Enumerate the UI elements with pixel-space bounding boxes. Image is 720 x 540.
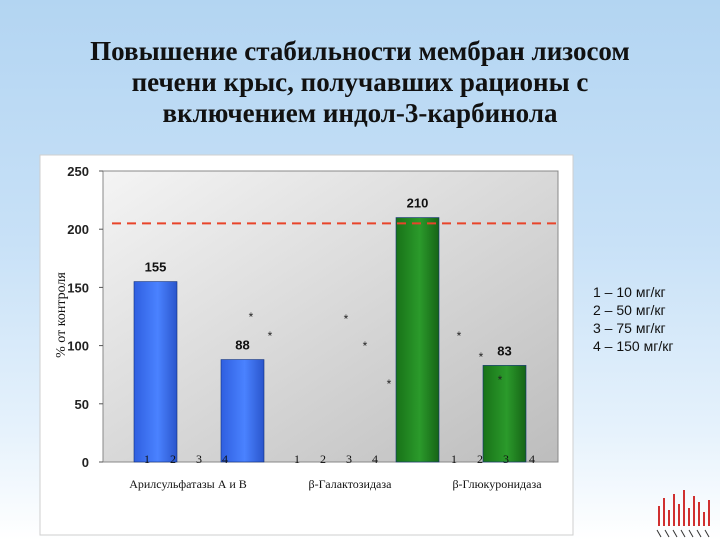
title-line-2: печени крыс, получавших рационы с (131, 67, 589, 97)
significance-marker: * (387, 377, 392, 391)
x-category-label: 3 (503, 452, 509, 466)
significance-marker: * (498, 373, 503, 387)
significance-marker: * (457, 329, 462, 343)
y-tick-label: 150 (67, 280, 89, 295)
y-tick-label: 0 (82, 455, 89, 470)
bar (482, 365, 527, 463)
chart-title: Повышение стабильности мембран лизосом п… (40, 36, 680, 129)
significance-marker: * (479, 350, 484, 364)
y-tick-label: 100 (67, 339, 89, 354)
plot-area (102, 170, 559, 463)
x-category-label: 2 (170, 452, 176, 466)
legend: 1 – 10 мг/кг 2 – 50 мг/кг 3 – 75 мг/кг 4… (593, 283, 673, 355)
significance-marker: * (249, 310, 254, 324)
x-category-label: 2 (320, 452, 326, 466)
legend-item-4: 4 – 150 мг/кг (593, 338, 674, 354)
y-tick-label: 200 (67, 222, 89, 237)
x-category-label: 4 (222, 452, 228, 466)
x-group-label: Арилсульфатазы А и В (129, 477, 247, 491)
decorative-barcode-graphic (656, 490, 710, 538)
x-category-label: 2 (477, 452, 483, 466)
bar-data-label: 88 (235, 338, 249, 353)
bar-data-label: 155 (145, 260, 167, 275)
y-axis-label: % от контроля (54, 272, 69, 358)
legend-item-3: 3 – 75 мг/кг (593, 320, 666, 336)
legend-item-1: 1 – 10 мг/кг (593, 284, 666, 300)
x-category-label: 4 (372, 452, 378, 466)
x-category-label: 3 (346, 452, 352, 466)
y-tick-label: 50 (75, 397, 89, 412)
significance-marker: * (363, 339, 368, 353)
bar-data-label: 210 (407, 196, 429, 211)
x-category-label: 4 (529, 452, 535, 466)
bar-data-label: 83 (497, 343, 511, 358)
x-group-label: β-Галактозидаза (309, 477, 393, 491)
title-line-1: Повышение стабильности мембран лизосом (90, 36, 630, 66)
x-group-label: β-Глюкуронидаза (452, 477, 542, 491)
bar (395, 217, 440, 463)
x-category-label: 1 (451, 452, 457, 466)
bar (220, 359, 265, 463)
x-category-label: 3 (196, 452, 202, 466)
y-tick-label: 250 (67, 164, 89, 179)
x-category-label: 1 (294, 452, 300, 466)
significance-marker: * (268, 329, 273, 343)
significance-marker: * (344, 312, 349, 326)
legend-item-2: 2 – 50 мг/кг (593, 302, 666, 318)
bar (133, 281, 178, 463)
x-category-label: 1 (144, 452, 150, 466)
title-line-3: включением индол-3-карбинола (162, 98, 558, 128)
